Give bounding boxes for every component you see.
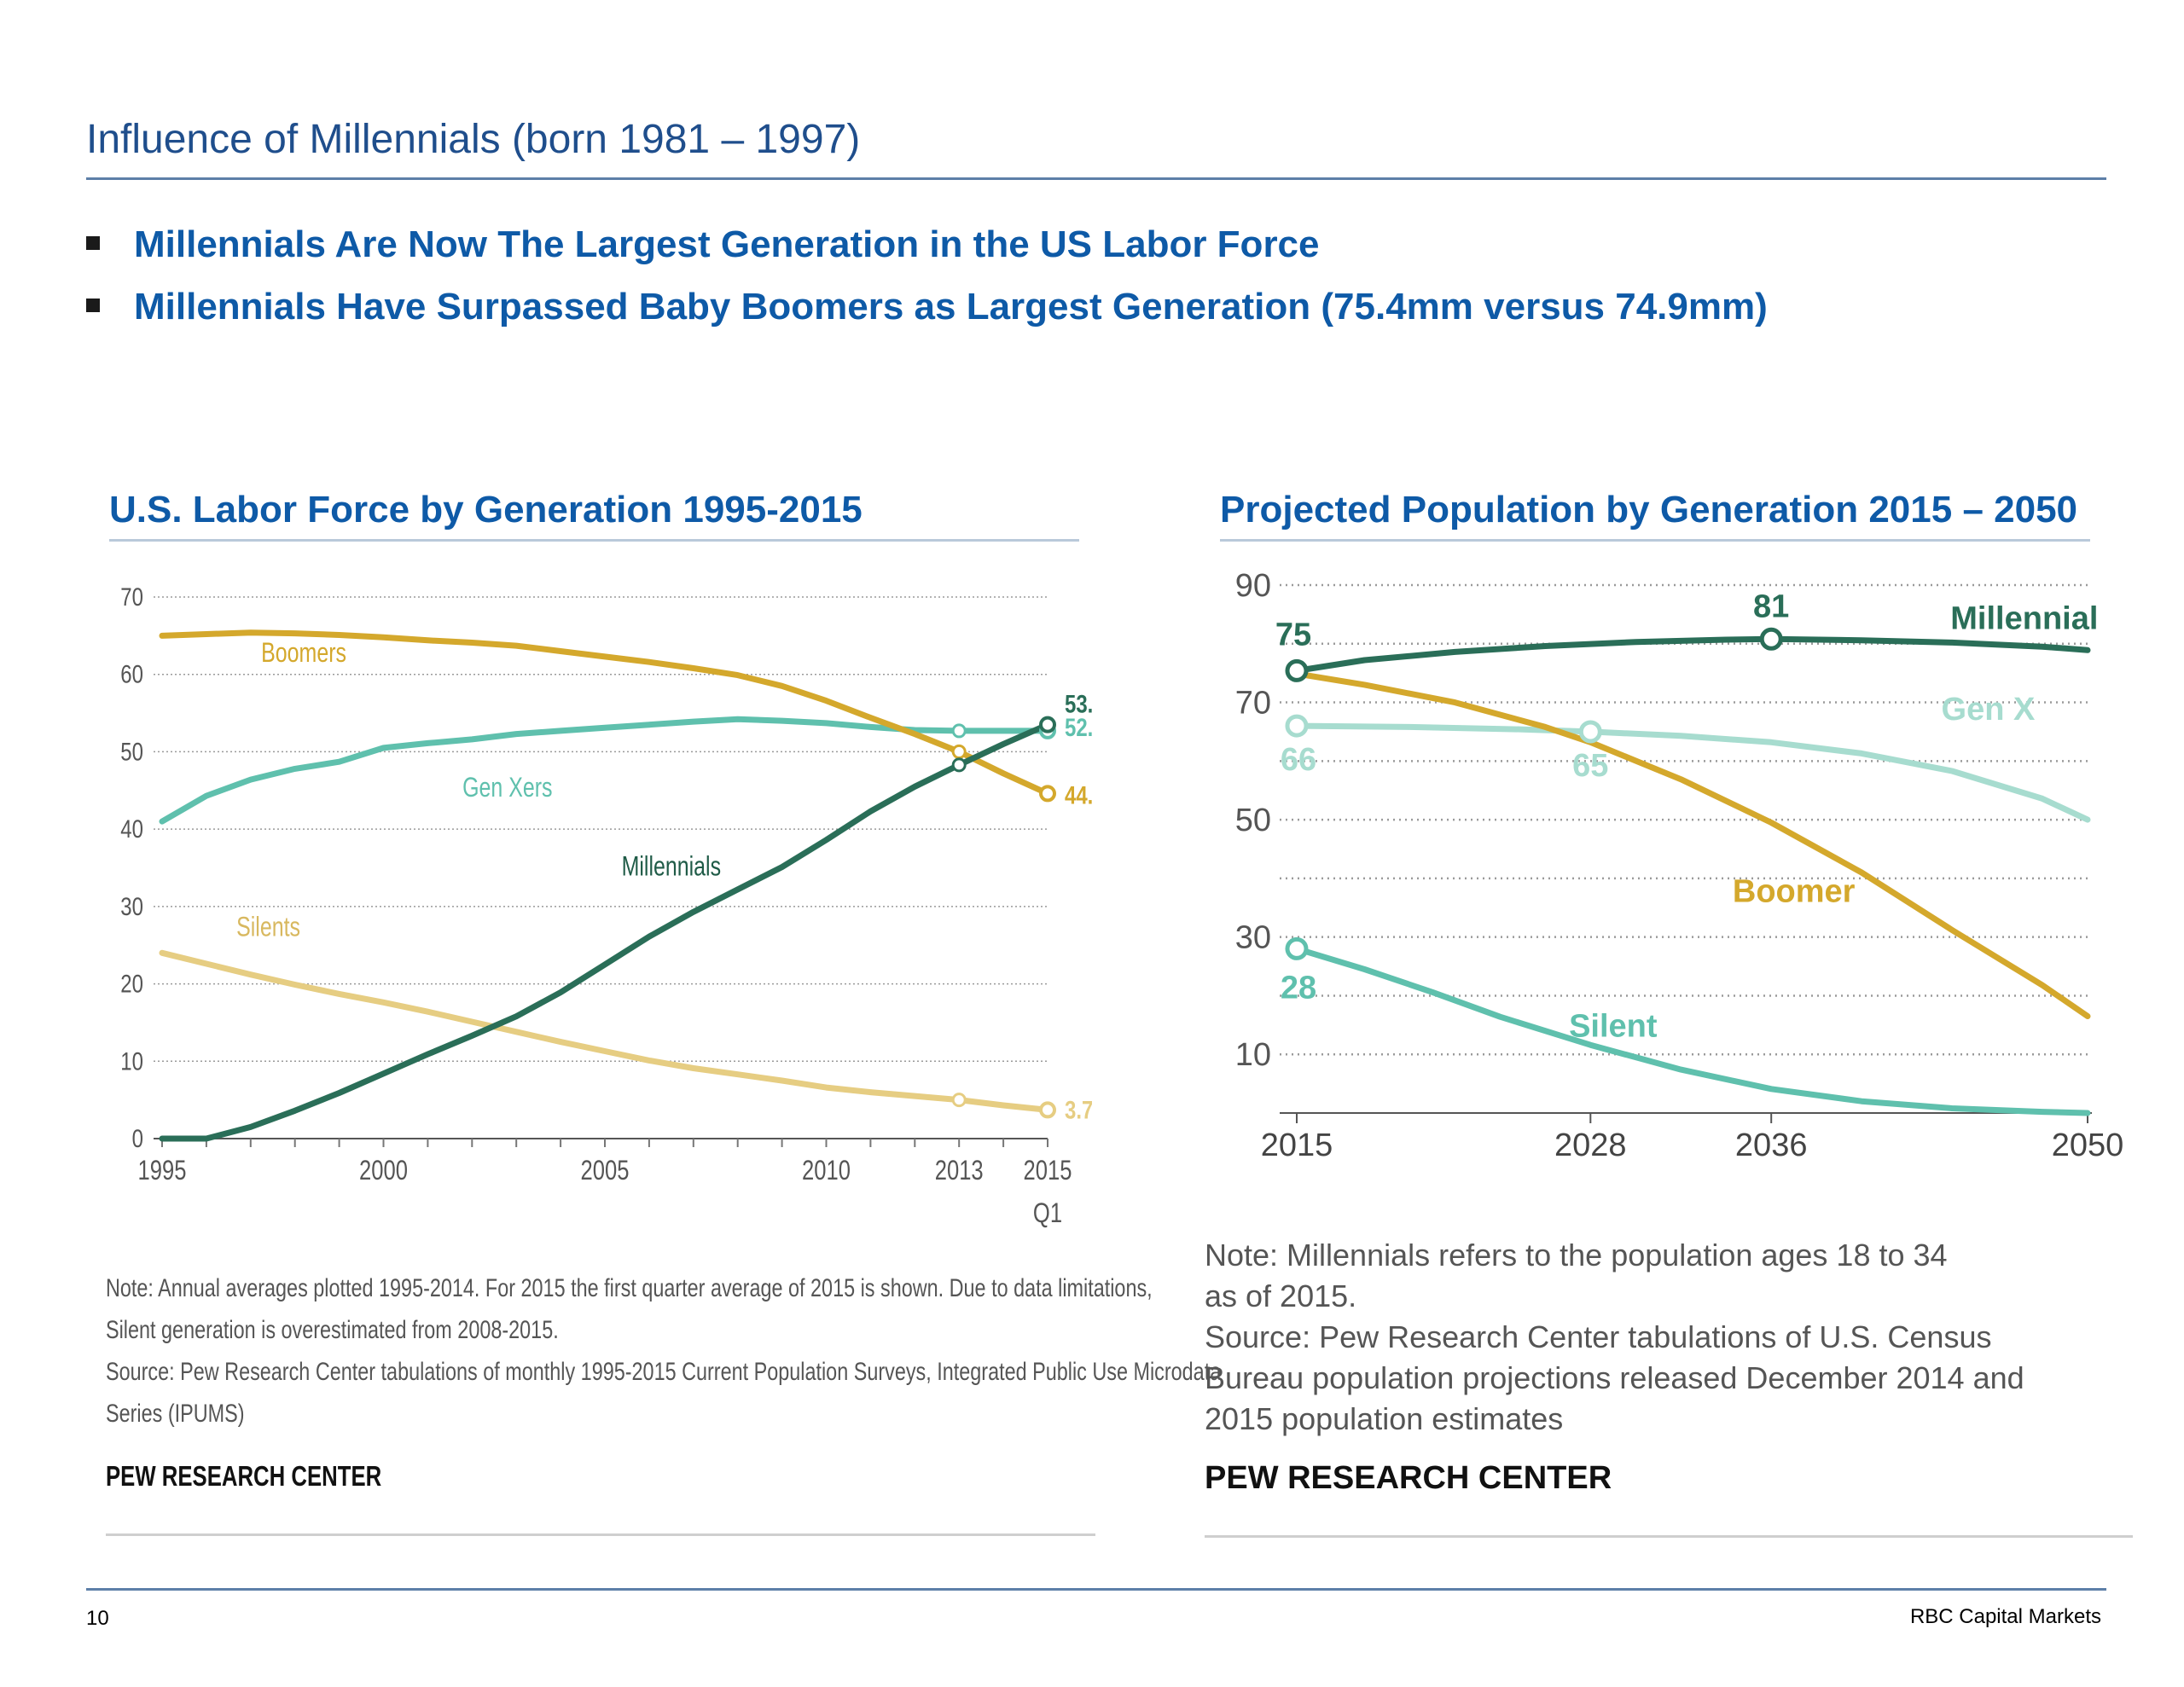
point-value-label: 28 [1281, 970, 1316, 1006]
y-tick-label: 10 [120, 1046, 143, 1075]
series-line-silent [1293, 945, 2091, 1116]
point-marker-silent [1285, 936, 1309, 960]
end-marker-boomers [1039, 785, 1056, 803]
end-value-label: 52.7 [1065, 712, 1092, 741]
page-number: 10 [86, 1607, 109, 1630]
footer-brand: RBC Capital Markets [1909, 1605, 2101, 1628]
source-line: Series (IPUMS) [106, 1400, 245, 1428]
end-marker-silents [1039, 1101, 1056, 1119]
point-value-label: 75 [1275, 617, 1311, 652]
marker-2013-gen-xers [951, 723, 967, 739]
right-chart-note: Note: Millennials refers to the populati… [1205, 1235, 2143, 1440]
x-tick-label: 2028 [1554, 1128, 1627, 1163]
right-heading-divider [1220, 539, 2090, 542]
right-panel-bottom-divider [1205, 1535, 2133, 1538]
series-name-label: Gen Xers [462, 773, 552, 803]
x-tick-label: 2036 [1735, 1128, 1808, 1163]
point-marker-millennial [1759, 627, 1783, 651]
series-name-label: Boomer [1733, 873, 1856, 909]
y-tick-label: 70 [1235, 686, 1271, 722]
note-line: Note: Millennials refers to the populati… [1205, 1238, 1948, 1272]
note-line: Note: Annual averages plotted 1995-2014.… [106, 1274, 1153, 1302]
marker-2013-boomers [951, 744, 967, 759]
note-line: Silent generation is overestimated from … [106, 1316, 559, 1344]
point-marker-gen-x [1285, 714, 1309, 738]
right-chart-brand: PEW RESEARCH CENTER [1205, 1460, 1612, 1496]
y-tick-label: 0 [132, 1123, 143, 1152]
y-tick-label: 60 [120, 659, 143, 688]
x-tick-label: 1995 [138, 1156, 187, 1186]
x-tick-label: 2010 [802, 1156, 851, 1186]
y-tick-label: 70 [120, 582, 143, 611]
left-chart-note: Note: Annual averages plotted 1995-2014.… [106, 1267, 1222, 1435]
bullet-item: Millennials Have Surpassed Baby Boomers … [86, 286, 1768, 328]
series-line-millennial [1293, 635, 2091, 674]
series-name-label: Silents [236, 912, 300, 942]
x-tick-label: 2000 [359, 1156, 408, 1186]
projected-population-chart: 10 30 50 70 90 2015 2028 2036 2050 75 81 66 65 28 Mill… [1235, 568, 2124, 1163]
y-tick-label: 30 [1235, 920, 1271, 956]
y-tick-label: 20 [120, 969, 143, 998]
source-line: Bureau population projections released D… [1205, 1360, 2024, 1395]
x-tick-label: 2013 [935, 1156, 984, 1186]
end-marker-millennials [1039, 716, 1056, 733]
series-line-boomer [1293, 670, 2091, 1019]
marker-2013-millennials [951, 757, 967, 773]
left-panel-bottom-divider [106, 1533, 1095, 1536]
series-name-label: Silent [1569, 1009, 1658, 1045]
bullet-item: Millennials Are Now The Largest Generati… [86, 223, 1320, 266]
point-marker-gen-x [1578, 720, 1602, 744]
point-value-label: 66 [1281, 742, 1316, 778]
x-tick-label: 2050 [2052, 1128, 2124, 1163]
source-line: 2015 population estimates [1205, 1401, 1564, 1436]
bullet-square-icon [86, 236, 100, 251]
y-tick-label: 10 [1235, 1037, 1271, 1073]
bullet-text: Millennials Have Surpassed Baby Boomers … [134, 286, 1768, 328]
series-name-label: Boomers [261, 638, 346, 669]
series-name-label: Gen X [1942, 692, 2036, 728]
title-divider [86, 177, 2106, 180]
footer-divider [86, 1588, 2106, 1591]
note-line: as of 2015. [1205, 1278, 1357, 1313]
point-value-label: 65 [1572, 748, 1608, 784]
x-tick-label: 2015 [1024, 1156, 1072, 1186]
x-tick-label: 2015 [1261, 1128, 1333, 1163]
x-tick-sublabel: Q1 [1033, 1198, 1062, 1228]
series-line-silents [159, 949, 1051, 1113]
point-value-label: 81 [1753, 588, 1789, 624]
bullet-square-icon [86, 299, 100, 313]
left-chart-brand: PEW RESEARCH CENTER [106, 1460, 382, 1492]
series-line-boomers [159, 629, 1051, 797]
series-name-label: Millennial [1950, 601, 2098, 637]
labor-force-chart: 0 10 20 30 40 50 60 70 1995 2000 2005 2010 2013 2015 Q… [120, 582, 1092, 1228]
series-name-label: Millennials [622, 852, 721, 883]
bullet-text: Millennials Are Now The Largest Generati… [134, 223, 1320, 265]
series-line-gen-x [1293, 722, 2091, 823]
x-tick-label: 2005 [581, 1156, 630, 1186]
y-tick-label: 50 [1235, 803, 1271, 838]
y-tick-label: 40 [120, 815, 143, 844]
end-value-label: 44.6 [1065, 780, 1092, 809]
left-chart-heading: U.S. Labor Force by Generation 1995-2015 [109, 489, 863, 530]
y-tick-label: 50 [120, 737, 143, 766]
right-chart-heading: Projected Population by Generation 2015 … [1220, 489, 2078, 530]
series-line-millennials [159, 722, 1051, 1142]
end-value-label: 3.7 [1065, 1095, 1092, 1124]
y-tick-label: 90 [1235, 568, 1271, 604]
page-title: Influence of Millennials (born 1981 – 19… [86, 117, 861, 162]
point-marker-millennial [1285, 658, 1309, 682]
source-line: Source: Pew Research Center tabulations … [106, 1358, 1222, 1386]
left-heading-divider [109, 539, 1079, 542]
source-line: Source: Pew Research Center tabulations … [1205, 1319, 1992, 1354]
y-tick-label: 30 [120, 891, 143, 920]
end-value-label: 53.5 [1065, 689, 1092, 718]
marker-2013-silents [951, 1093, 967, 1108]
